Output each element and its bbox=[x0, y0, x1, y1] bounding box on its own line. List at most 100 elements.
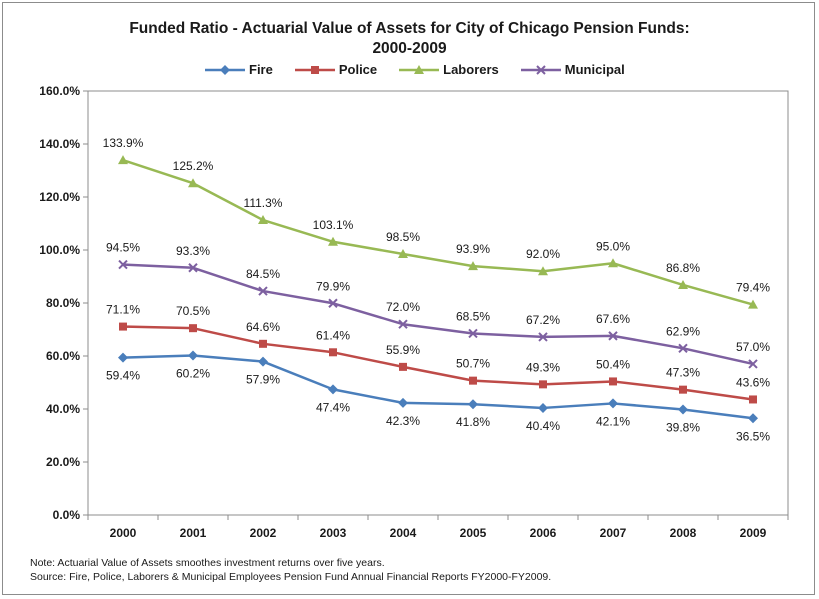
data-label-municipal: 67.2% bbox=[526, 313, 560, 327]
x-tick-label: 2003 bbox=[320, 526, 347, 540]
data-label-laborers: 133.9% bbox=[103, 136, 144, 150]
data-point-police bbox=[399, 362, 407, 371]
data-point-police bbox=[539, 380, 547, 389]
data-label-police: 64.6% bbox=[246, 320, 280, 334]
data-point-municipal bbox=[188, 263, 198, 273]
legend-item-fire: Fire bbox=[205, 62, 273, 77]
data-label-municipal: 94.5% bbox=[106, 241, 140, 255]
data-point-fire bbox=[748, 413, 758, 424]
data-label-police: 49.3% bbox=[526, 360, 560, 374]
data-point-municipal bbox=[118, 259, 128, 270]
plot-area bbox=[87, 90, 789, 516]
data-label-laborers: 79.4% bbox=[736, 281, 770, 295]
data-label-fire: 40.4% bbox=[526, 419, 560, 433]
data-point-laborers bbox=[608, 258, 618, 268]
data-label-laborers: 92.0% bbox=[526, 247, 560, 261]
data-label-fire: 47.4% bbox=[316, 400, 350, 414]
data-point-police bbox=[119, 322, 127, 331]
x-tick-label: 2007 bbox=[600, 526, 627, 540]
y-tick-label: 140.0% bbox=[39, 137, 80, 151]
series-line-laborers bbox=[122, 158, 754, 306]
data-point-municipal bbox=[678, 343, 688, 354]
data-label-police: 43.6% bbox=[736, 375, 770, 389]
series-line-fire bbox=[122, 354, 754, 420]
data-point-municipal bbox=[608, 331, 618, 341]
legend-item-municipal: Municipal bbox=[520, 62, 625, 77]
legend-swatch-police bbox=[294, 65, 335, 74]
data-point-laborers bbox=[258, 215, 268, 225]
data-point-municipal bbox=[748, 359, 758, 369]
data-label-police: 55.9% bbox=[386, 343, 420, 357]
data-label-police: 70.5% bbox=[176, 304, 210, 318]
data-label-police: 50.7% bbox=[456, 357, 490, 371]
data-label-fire: 42.1% bbox=[596, 414, 630, 428]
data-label-municipal: 62.9% bbox=[666, 324, 700, 338]
data-label-municipal: 67.6% bbox=[596, 312, 630, 326]
data-point-municipal bbox=[468, 328, 478, 339]
data-point-fire bbox=[258, 356, 268, 367]
data-point-fire bbox=[678, 404, 688, 415]
x-tick-label: 2005 bbox=[460, 526, 487, 540]
data-label-police: 71.1% bbox=[106, 303, 140, 317]
x-tick-label: 2000 bbox=[110, 526, 137, 540]
x-tick-label: 2002 bbox=[250, 526, 277, 540]
data-point-fire bbox=[328, 384, 338, 395]
data-label-police: 61.4% bbox=[316, 328, 350, 342]
data-label-fire: 39.8% bbox=[666, 421, 700, 435]
y-tick-label: 40.0% bbox=[46, 402, 80, 416]
data-label-municipal: 93.3% bbox=[176, 244, 210, 258]
data-point-police bbox=[469, 376, 477, 385]
data-point-municipal bbox=[328, 298, 338, 308]
data-point-police bbox=[259, 339, 267, 348]
data-label-laborers: 103.1% bbox=[313, 218, 354, 232]
data-point-police bbox=[679, 385, 687, 394]
data-point-fire bbox=[538, 402, 548, 413]
data-point-fire bbox=[118, 352, 128, 363]
data-point-police bbox=[189, 324, 197, 333]
x-tick-label: 2006 bbox=[530, 526, 557, 540]
y-tick-label: 80.0% bbox=[46, 296, 80, 310]
legend-item-laborers: Laborers bbox=[399, 62, 499, 77]
legend-label-police: Police bbox=[338, 62, 378, 77]
note-text: Note: Actuarial Value of Assets smoothes… bbox=[30, 557, 385, 569]
data-point-police bbox=[749, 395, 757, 404]
chart-notes: Note: Actuarial Value of Assets smoothes… bbox=[30, 556, 551, 584]
data-point-fire bbox=[608, 398, 618, 409]
data-label-municipal: 57.0% bbox=[736, 340, 770, 354]
source-text: Source: Fire, Police, Laborers & Municip… bbox=[30, 571, 552, 583]
legend-label-municipal: Municipal bbox=[564, 62, 625, 77]
data-label-municipal: 84.5% bbox=[246, 267, 280, 281]
data-point-police bbox=[609, 377, 617, 386]
data-label-fire: 60.2% bbox=[176, 366, 210, 380]
y-tick-label: 160.0% bbox=[39, 84, 80, 98]
data-point-laborers bbox=[188, 178, 198, 188]
y-tick-label: 60.0% bbox=[46, 349, 80, 363]
data-label-laborers: 98.5% bbox=[386, 230, 420, 244]
series-line-municipal bbox=[122, 263, 754, 366]
data-label-police: 47.3% bbox=[666, 366, 700, 380]
data-label-municipal: 68.5% bbox=[456, 309, 490, 323]
data-point-laborers bbox=[328, 236, 338, 246]
data-label-fire: 36.5% bbox=[736, 429, 770, 443]
data-label-fire: 57.9% bbox=[246, 373, 280, 387]
legend-swatch-laborers bbox=[399, 64, 440, 74]
data-point-laborers bbox=[118, 155, 128, 165]
legend-label-fire: Fire bbox=[249, 62, 273, 77]
data-point-laborers bbox=[398, 248, 408, 258]
y-tick-label: 20.0% bbox=[46, 455, 80, 469]
data-point-laborers bbox=[678, 279, 688, 289]
data-label-laborers: 125.2% bbox=[173, 159, 214, 173]
chart-title-line1: Funded Ratio - Actuarial Value of Assets… bbox=[129, 20, 690, 37]
data-point-laborers bbox=[748, 299, 758, 309]
data-point-fire bbox=[188, 350, 198, 361]
data-point-municipal bbox=[538, 332, 548, 342]
chart-title-line2: 2000-2009 bbox=[372, 40, 447, 57]
data-label-municipal: 72.0% bbox=[386, 300, 420, 314]
x-tick-label: 2004 bbox=[390, 526, 417, 540]
data-label-fire: 42.3% bbox=[386, 414, 420, 428]
x-tick-label: 2001 bbox=[180, 526, 207, 540]
data-point-municipal bbox=[398, 319, 408, 329]
series-line-police bbox=[122, 325, 754, 401]
